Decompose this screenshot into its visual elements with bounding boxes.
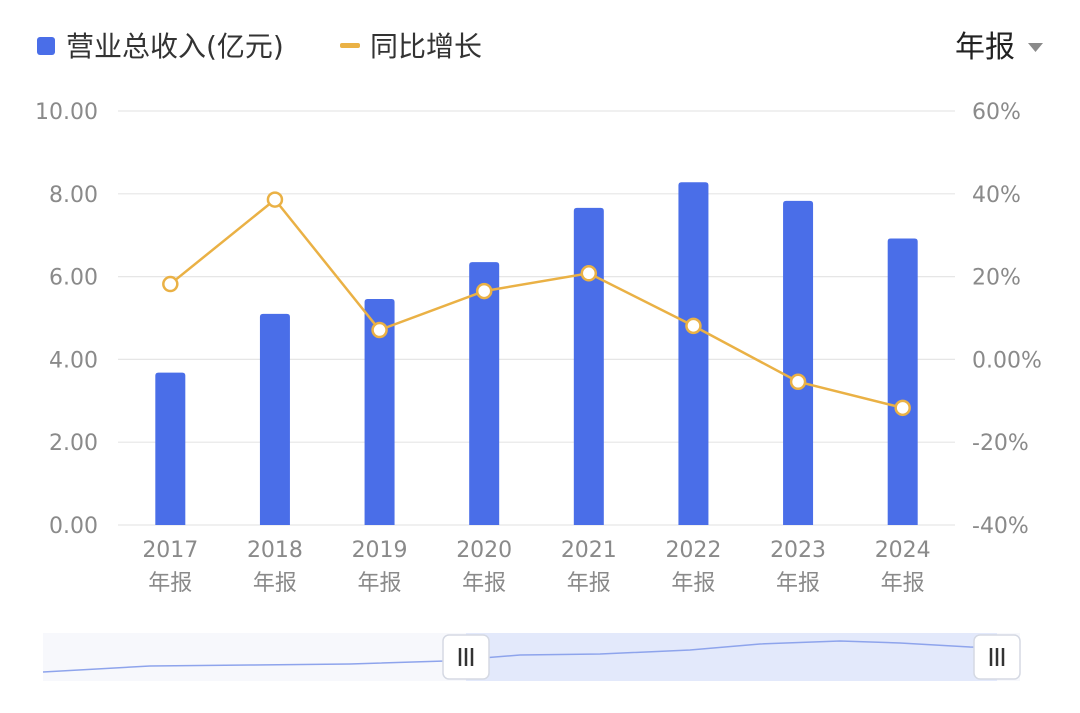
growth-point[interactable] <box>789 373 807 391</box>
right-tick-label: 20% <box>972 266 1021 291</box>
growth-point[interactable] <box>894 399 911 417</box>
x-tick-year: 2023 <box>770 538 826 563</box>
revenue-bar[interactable] <box>364 298 395 525</box>
revenue-bars <box>155 182 918 525</box>
growth-point[interactable] <box>266 191 284 208</box>
x-tick-suffix: 年报 <box>148 571 192 596</box>
legend-growth-label: 同比增长 <box>370 30 482 63</box>
revenue-bar[interactable] <box>783 200 814 525</box>
range-slider-handle-left[interactable] <box>442 634 490 680</box>
x-tick-suffix: 年报 <box>776 571 820 596</box>
x-tick-suffix: 年报 <box>253 571 297 596</box>
growth-point[interactable] <box>580 265 598 282</box>
growth-series-line <box>169 197 903 410</box>
revenue-bar[interactable] <box>887 238 918 525</box>
revenue-bar[interactable] <box>259 313 290 525</box>
x-tick-suffix: 年报 <box>671 571 715 596</box>
revenue-bar[interactable] <box>573 207 604 525</box>
growth-point[interactable] <box>371 321 388 339</box>
grip-icon <box>989 648 1005 666</box>
growth-point[interactable] <box>475 282 493 300</box>
range-slider-selection[interactable] <box>466 633 997 681</box>
x-tick-suffix: 年报 <box>567 571 611 596</box>
growth-point[interactable] <box>685 317 702 335</box>
legend-revenue-swatch <box>37 37 55 55</box>
range-slider-mini-trend <box>42 640 1021 673</box>
left-tick-label: 8.00 <box>49 183 98 208</box>
x-tick-year: 2018 <box>247 538 303 563</box>
growth-point[interactable] <box>162 275 179 293</box>
legend-revenue-label: 营业总收入(亿元) <box>66 30 284 63</box>
growth-line <box>162 191 911 417</box>
right-tick-label: 0.00% <box>972 348 1042 373</box>
revenue-bar[interactable] <box>678 182 709 525</box>
period-selector[interactable]: 年报 <box>955 30 1043 65</box>
right-axis: -40% -20% 0.00% 20% 40% 60% <box>972 100 1042 539</box>
x-tick-year: 2019 <box>352 538 408 563</box>
grid-lines <box>118 110 955 526</box>
chevron-down-icon <box>1028 43 1043 52</box>
x-tick-year: 2020 <box>456 538 512 563</box>
grip-icon <box>458 648 474 666</box>
revenue-bar[interactable] <box>469 262 500 525</box>
x-tick-year: 2022 <box>665 538 721 563</box>
right-tick-label: 40% <box>972 183 1021 208</box>
left-tick-label: 0.00 <box>49 514 98 539</box>
left-tick-label: 10.00 <box>35 100 98 125</box>
x-tick-suffix: 年报 <box>358 571 402 596</box>
x-tick-year: 2024 <box>875 538 931 563</box>
legend[interactable]: 营业总收入(亿元) 同比增长 <box>37 30 482 63</box>
x-tick-year: 2017 <box>142 538 198 563</box>
right-tick-label: -40% <box>972 514 1029 539</box>
x-tick-year: 2021 <box>561 538 617 563</box>
x-tick-suffix: 年报 <box>462 571 506 596</box>
range-slider[interactable] <box>42 633 1021 681</box>
x-tick-suffix: 年报 <box>881 571 925 596</box>
right-tick-label: -20% <box>972 431 1029 456</box>
x-axis: 2017 年报 2018 年报 2019 年报 2020 年报 2021 年报 2022 年报 2023… <box>142 538 930 596</box>
left-tick-label: 6.00 <box>49 266 98 291</box>
left-tick-label: 2.00 <box>49 431 98 456</box>
right-tick-label: 60% <box>972 100 1021 125</box>
left-tick-label: 4.00 <box>49 348 98 373</box>
left-axis: 0.00 2.00 4.00 6.00 8.00 10.00 <box>35 100 98 539</box>
legend-growth-swatch <box>340 43 360 48</box>
period-selector-label: 年报 <box>955 30 1015 65</box>
revenue-bar[interactable] <box>155 372 186 525</box>
range-slider-handle-right[interactable] <box>973 634 1021 680</box>
